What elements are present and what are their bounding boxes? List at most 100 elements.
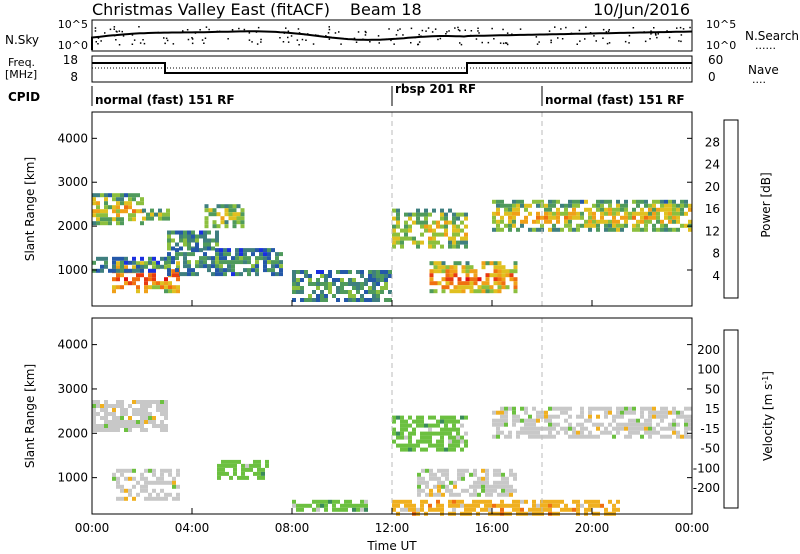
nsky-dot	[378, 42, 380, 44]
echo-cell	[412, 419, 416, 424]
echo-cell	[580, 422, 584, 427]
echo-cell	[227, 252, 231, 257]
echo-cell	[152, 261, 156, 266]
echo-cell	[568, 223, 572, 228]
echo-cell	[568, 211, 572, 216]
echo-cell	[536, 430, 540, 435]
echo-cell	[433, 281, 438, 286]
echo-cell	[166, 212, 170, 217]
echo-cell	[644, 227, 648, 232]
nsky-frame	[91, 19, 693, 52]
echo-cell	[223, 248, 227, 253]
nsky-dot	[602, 28, 605, 31]
echo-cell	[612, 223, 616, 228]
echo-cell	[604, 227, 608, 232]
echo-cell	[437, 484, 441, 489]
echo-cell	[448, 439, 452, 444]
echo-cell	[372, 298, 376, 302]
nave-label: Nave	[748, 63, 779, 77]
echo-cell	[485, 480, 489, 485]
echo-cell	[203, 238, 207, 243]
power-cells	[92, 193, 692, 302]
echo-cell	[275, 264, 279, 269]
echo-cell	[648, 207, 652, 212]
echo-cell	[124, 476, 128, 481]
echo-cell	[512, 215, 516, 220]
echo-cell	[324, 503, 328, 508]
nsky-dot	[650, 33, 652, 35]
echo-cell	[340, 286, 344, 290]
echo-cell	[628, 434, 632, 439]
echo-cell	[199, 260, 203, 265]
echo-cell	[207, 268, 211, 273]
nsky-dot	[365, 31, 367, 34]
echo-cell	[620, 406, 624, 411]
echo-cell	[460, 220, 464, 225]
nsky-dot	[505, 42, 508, 44]
nsky-dot	[307, 33, 309, 35]
echo-cell	[412, 427, 416, 432]
nave-tick-top: 60	[708, 53, 723, 67]
velocity-colorbar-label: Velocity [m s-1]	[761, 371, 776, 461]
echo-cell	[255, 268, 259, 273]
echo-cell	[120, 424, 124, 428]
echo-cell	[672, 199, 676, 204]
echo-cell	[456, 427, 460, 432]
echo-cell	[632, 227, 636, 232]
echo-cell	[136, 289, 140, 294]
echo-cell	[428, 228, 432, 233]
echo-cell	[512, 422, 516, 427]
echo-cell	[460, 236, 464, 241]
echo-cell	[441, 484, 445, 489]
echo-cell	[509, 273, 514, 278]
echo-cell	[660, 207, 664, 212]
echo-cell	[465, 277, 470, 282]
nsky-dot	[550, 39, 552, 42]
echo-cell	[247, 268, 251, 273]
echo-cell	[116, 256, 120, 261]
echo-cell	[548, 211, 552, 216]
echo-cell	[449, 488, 453, 493]
echo-cell	[208, 208, 213, 213]
echo-cell	[271, 268, 275, 273]
nsky-dot	[570, 32, 573, 35]
echo-cell	[271, 248, 275, 253]
echo-cell	[424, 224, 428, 229]
echo-cell	[584, 507, 588, 512]
echo-cell	[400, 447, 404, 452]
echo-cell	[516, 227, 520, 232]
echo-cell	[233, 463, 237, 468]
echo-cell	[183, 264, 187, 269]
echo-cell	[224, 208, 229, 213]
echo-cell	[456, 503, 460, 508]
echo-cell	[437, 476, 441, 481]
nsky-dot	[131, 34, 134, 36]
echo-cell	[132, 496, 136, 501]
echo-cell	[568, 422, 572, 427]
echo-cell	[332, 282, 336, 286]
echo-cell	[552, 414, 556, 419]
echo-cell	[441, 480, 445, 485]
nsky-dot	[297, 28, 300, 30]
echo-cell	[104, 424, 108, 428]
echo-cell	[648, 406, 652, 411]
echo-cell	[416, 240, 420, 245]
echo-cell	[217, 467, 221, 472]
nsky-dot	[493, 38, 495, 40]
echo-cell	[416, 439, 420, 444]
echo-cell	[528, 227, 532, 232]
echo-cell	[128, 213, 132, 218]
echo-cell	[624, 410, 628, 415]
echo-cell	[461, 265, 466, 270]
echo-cell	[501, 269, 506, 274]
echo-cell	[92, 197, 96, 202]
echo-cell	[564, 503, 568, 508]
echo-cell	[513, 472, 517, 477]
nsky-dot	[362, 38, 364, 40]
echo-cell	[500, 414, 504, 419]
echo-cell	[664, 199, 668, 204]
echo-cell	[509, 468, 513, 473]
echo-cell	[400, 236, 404, 241]
echo-cell	[509, 269, 514, 274]
echo-cell	[481, 480, 485, 485]
